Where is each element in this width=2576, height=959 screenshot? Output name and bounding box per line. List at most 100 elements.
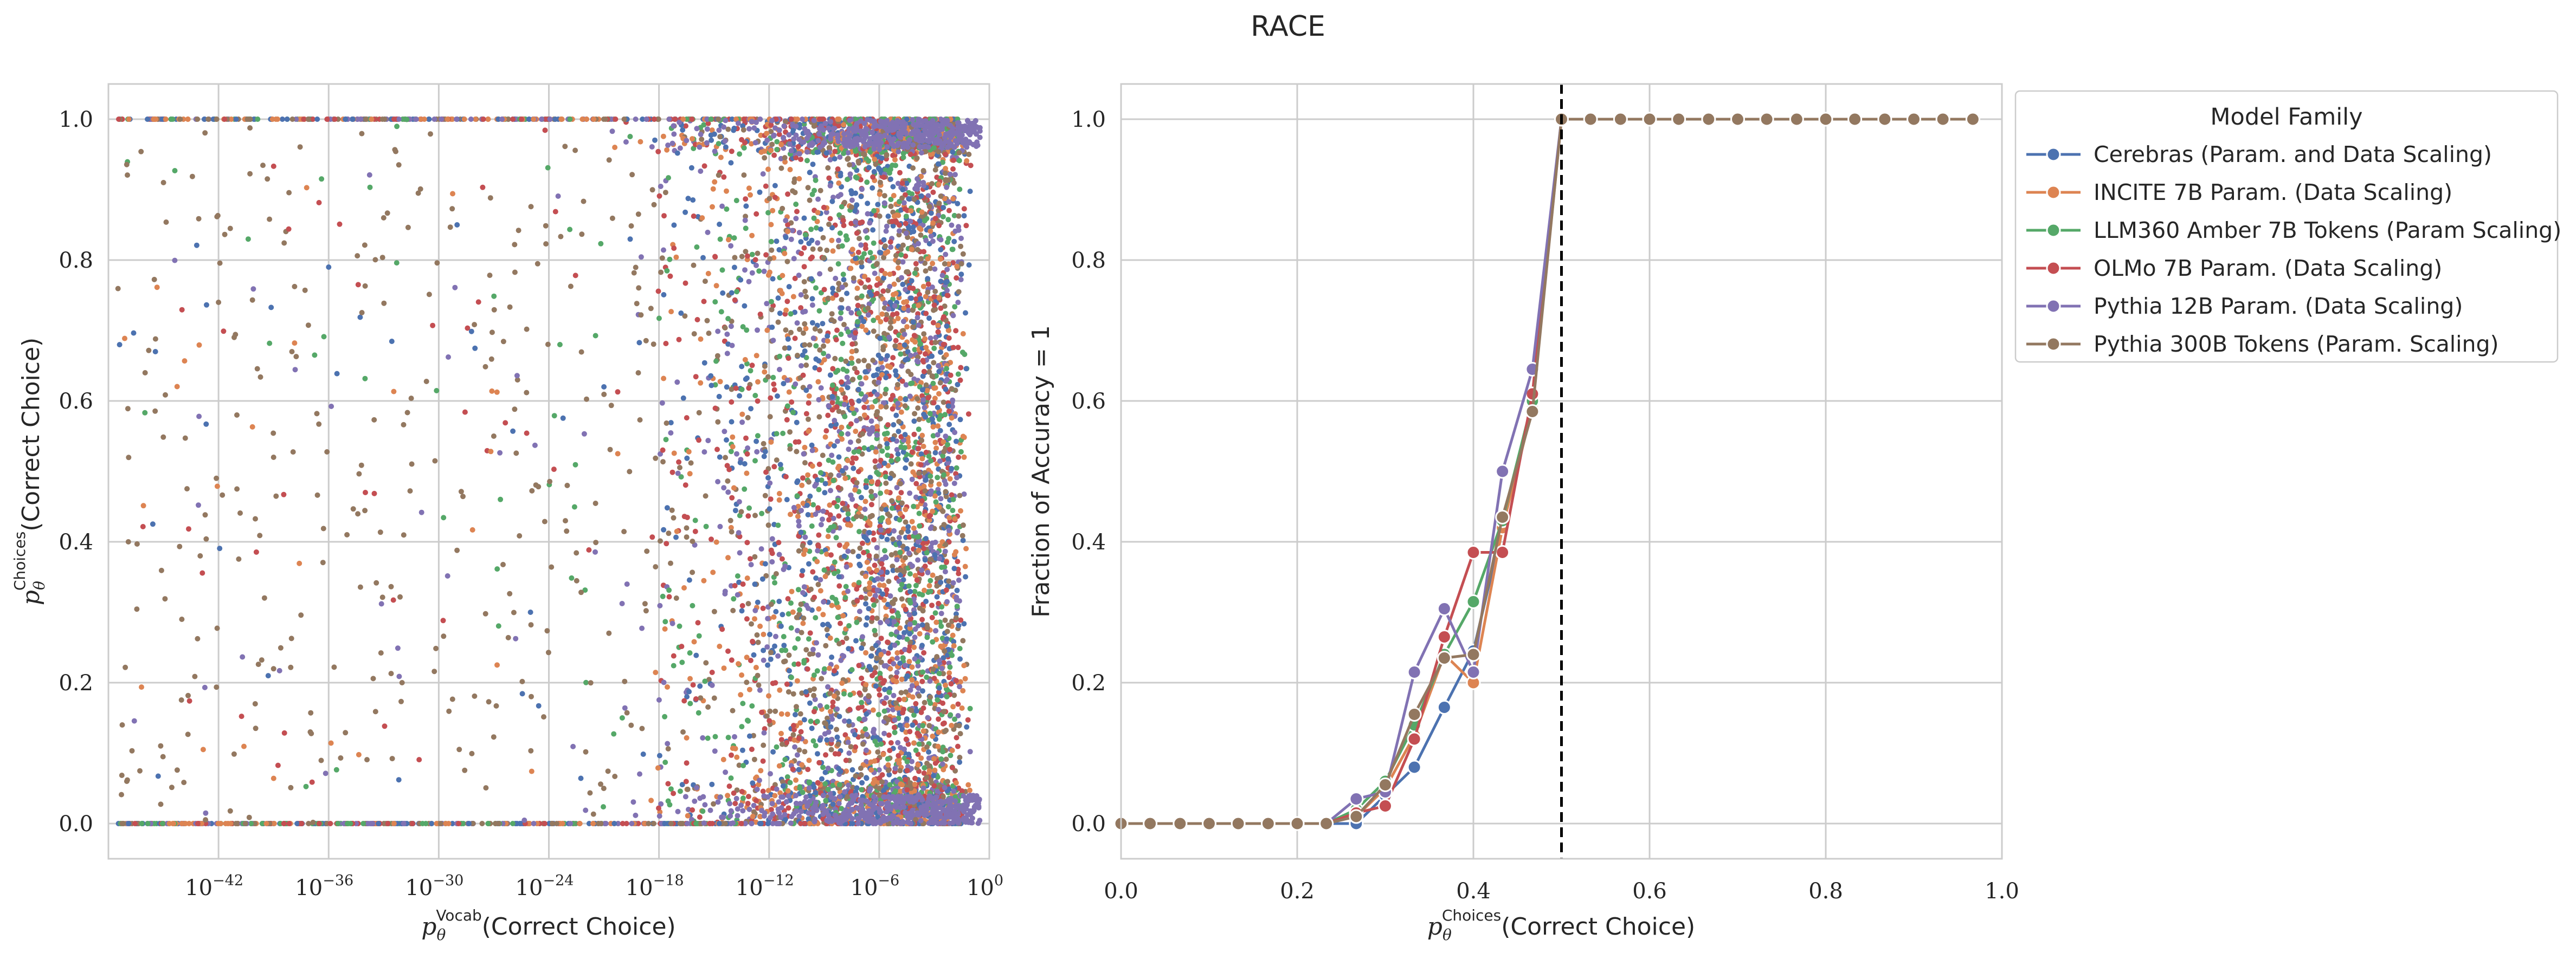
scatter-point — [698, 169, 704, 174]
scatter-point — [965, 782, 971, 788]
scatter-point — [754, 449, 760, 455]
scatter-point — [881, 502, 887, 508]
scatter-point — [684, 735, 690, 741]
scatter-point — [690, 807, 695, 813]
scatter-point — [760, 788, 766, 794]
scatter-point — [803, 362, 809, 368]
scatter-point — [684, 534, 690, 540]
scatter-point — [863, 650, 869, 656]
scatter-point — [842, 732, 848, 738]
scatter-point — [757, 687, 763, 693]
scatter-point — [717, 222, 723, 227]
scatter-point — [666, 587, 672, 593]
scatter-point — [782, 250, 788, 256]
scatter-point — [774, 744, 780, 750]
scatter-point — [795, 587, 801, 593]
scatter-point — [916, 693, 922, 699]
scatter-point — [813, 615, 819, 621]
scatter-point — [895, 315, 901, 321]
scatter-point — [859, 186, 865, 192]
scatter-point — [942, 261, 948, 267]
scatter-point — [900, 543, 906, 549]
scatter-point — [739, 672, 745, 678]
scatter-point — [782, 563, 788, 569]
scatter-point — [768, 601, 774, 607]
scatter-point — [724, 206, 730, 212]
scatter-point — [891, 661, 897, 666]
scatter-point — [808, 226, 814, 232]
scatter-point — [783, 119, 789, 125]
scatter-point — [937, 256, 943, 262]
scatter-point — [810, 738, 816, 744]
scatter-point — [800, 568, 806, 574]
scatter-point — [758, 768, 764, 774]
scatter-point — [859, 293, 865, 299]
scatter-point — [854, 260, 860, 265]
scatter-point — [777, 367, 782, 372]
scatter-point — [885, 422, 891, 428]
scatter-point — [892, 343, 898, 349]
scatter-point — [853, 638, 859, 644]
scatter-point — [957, 656, 963, 662]
scatter-point — [658, 451, 663, 457]
scatter-point — [774, 238, 780, 244]
scatter-point — [938, 193, 944, 199]
scatter-point — [845, 794, 851, 800]
scatter-point — [828, 423, 834, 429]
scatter-point — [765, 210, 771, 216]
scatter-point — [815, 196, 821, 202]
scatter-point — [790, 294, 796, 300]
scatter-point — [795, 353, 800, 358]
scatter-point — [760, 758, 766, 764]
scatter-point — [892, 213, 897, 219]
scatter-point — [897, 625, 903, 631]
scatter-point — [870, 255, 875, 261]
scatter-point — [839, 424, 845, 430]
scatter-point — [712, 734, 718, 740]
scatter-point — [920, 688, 925, 694]
scatter-point — [794, 493, 800, 499]
scatter-point — [855, 319, 861, 325]
scatter-point — [893, 163, 898, 169]
scatter-point — [945, 217, 951, 223]
scatter-point — [805, 185, 811, 191]
scatter-point — [919, 387, 925, 393]
scatter-point — [947, 664, 953, 670]
scatter-point — [888, 176, 893, 182]
scatter-point — [765, 662, 771, 668]
scatter-point — [944, 293, 950, 299]
scatter-point — [671, 222, 677, 228]
scatter-point — [866, 158, 872, 164]
scatter-point — [829, 237, 835, 243]
scatter-point — [786, 652, 792, 658]
scatter-point — [823, 798, 829, 804]
scatter-point — [957, 377, 963, 383]
scatter-point — [655, 148, 661, 154]
scatter-point — [700, 735, 706, 741]
scatter-point — [839, 305, 845, 311]
scatter-point — [789, 399, 795, 405]
scatter-point — [841, 553, 847, 559]
scatter-point — [807, 384, 813, 390]
scatter-point — [867, 520, 873, 526]
scatter-point — [949, 492, 955, 498]
scatter-point — [723, 769, 729, 775]
scatter-point — [812, 594, 817, 600]
scatter-point — [674, 379, 680, 385]
scatter-point — [903, 519, 909, 525]
scatter-point — [754, 211, 759, 217]
scatter-point — [705, 438, 711, 444]
scatter-point — [931, 345, 937, 351]
scatter-point — [786, 284, 792, 290]
scatter-point — [930, 189, 936, 195]
scatter-point — [954, 604, 960, 610]
scatter-point — [953, 678, 959, 684]
scatter-point — [771, 614, 777, 620]
scatter-point — [760, 605, 766, 611]
scatter-point — [862, 686, 868, 692]
scatter-point — [928, 233, 934, 239]
scatter-point — [687, 471, 693, 477]
scatter-point — [790, 691, 796, 697]
scatter-point — [890, 600, 896, 606]
scatter-point — [845, 431, 851, 437]
